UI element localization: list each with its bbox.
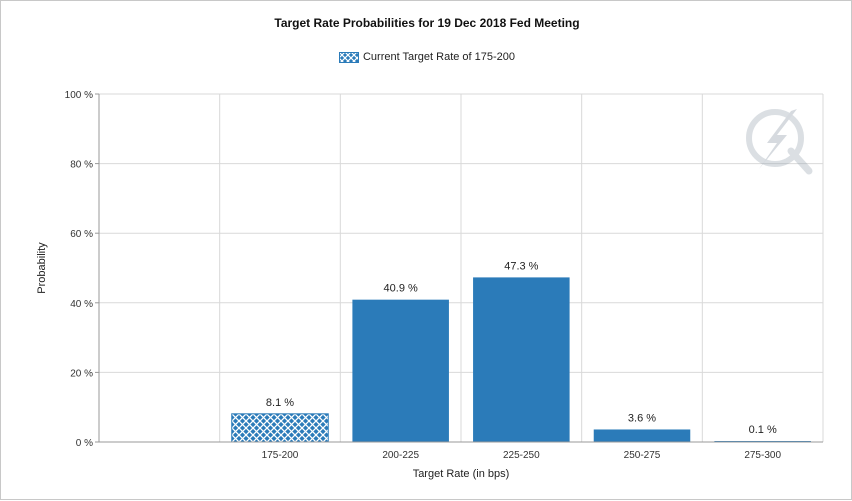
bar-225-250[interactable] <box>473 277 570 442</box>
bar-250-275[interactable] <box>593 429 691 442</box>
y-tick-label: 20 % <box>70 368 93 379</box>
y-tick-label: 80 % <box>70 160 93 171</box>
y-tick-label: 100 % <box>65 90 93 101</box>
bar-value-label: 8.1 % <box>266 397 294 409</box>
legend-swatch-icon <box>338 51 359 63</box>
chart-title: Target Rate Probabilities for 19 Dec 201… <box>274 16 580 30</box>
y-axis-title: Probability <box>36 242 48 294</box>
quikstrike-logo-icon <box>746 109 813 175</box>
x-tick-label: 250-275 <box>624 450 661 461</box>
legend-label: Current Target Rate of 175-200 <box>362 51 516 63</box>
y-tick-label: 40 % <box>70 299 93 310</box>
bar-value-label: 0.1 % <box>749 424 777 436</box>
x-tick-label: 225-250 <box>503 450 540 461</box>
x-tick-label: 175-200 <box>262 450 299 461</box>
x-tick-label: 275-300 <box>744 450 781 461</box>
bar-175-200[interactable] <box>231 413 329 443</box>
bar-value-label: 47.3 % <box>504 260 538 272</box>
x-tick-label: 200-225 <box>382 450 419 461</box>
x-axis-title: Target Rate (in bps) <box>413 468 510 480</box>
bar-value-label: 40.9 % <box>384 283 418 295</box>
y-tick-label: 0 % <box>76 438 93 449</box>
chart-legend: Current Target Rate of 175-200 <box>1 51 852 66</box>
y-tick-label: 60 % <box>70 229 93 240</box>
bar-200-225[interactable] <box>352 299 449 442</box>
bar-value-label: 3.6 % <box>628 412 656 424</box>
